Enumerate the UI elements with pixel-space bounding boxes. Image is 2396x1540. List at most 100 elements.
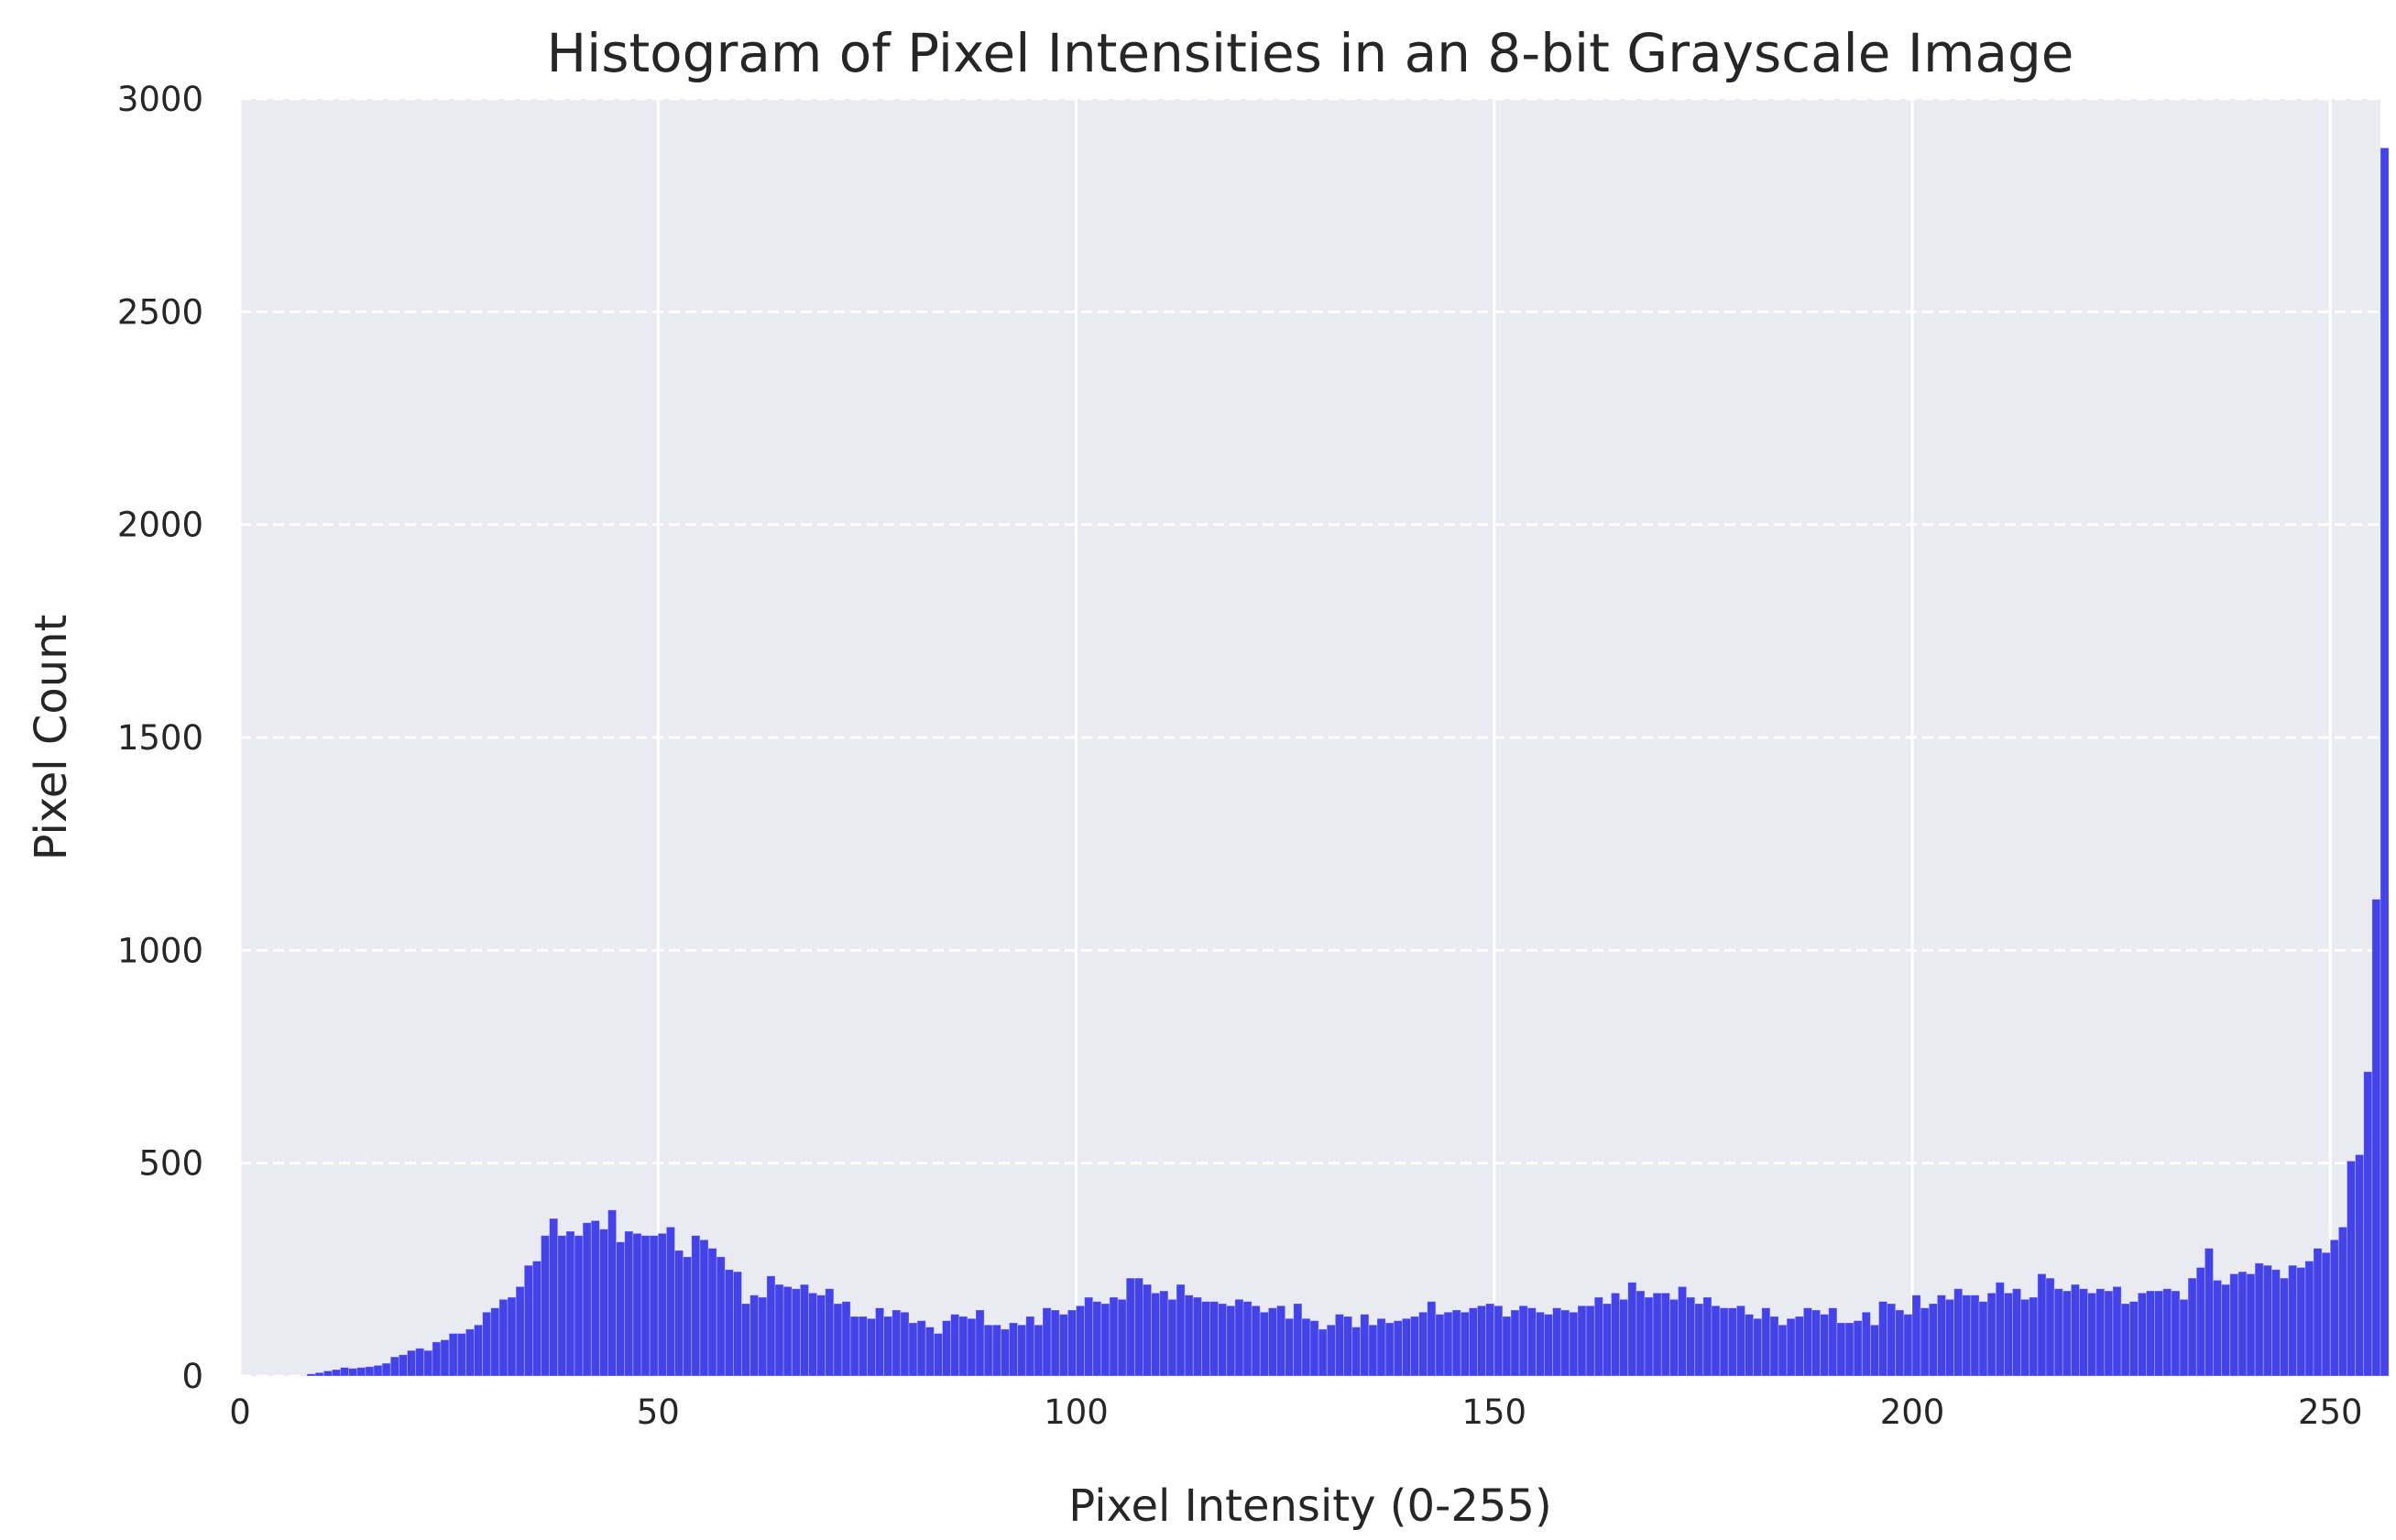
histogram-bar (1493, 1305, 1504, 1377)
histogram-bar (2053, 1288, 2063, 1377)
histogram-bar (699, 1239, 709, 1377)
histogram-bar (724, 1269, 734, 1377)
histogram-bar (1226, 1305, 1236, 1377)
histogram-bar (741, 1303, 751, 1377)
histogram-bar (598, 1229, 608, 1377)
histogram-bar (1636, 1290, 1646, 1377)
histogram-bar (1276, 1305, 1286, 1377)
histogram-bar (2371, 899, 2381, 1377)
histogram-bar (1451, 1309, 1461, 1377)
histogram-bar (1267, 1307, 1277, 1377)
x-tick-label: 0 (229, 1393, 251, 1432)
histogram-bar (1844, 1322, 1854, 1377)
histogram-bar (1611, 1292, 1621, 1377)
histogram-bar (1460, 1311, 1470, 1377)
histogram-bar (1526, 1307, 1537, 1377)
histogram-bar (1995, 1282, 2005, 1377)
histogram-bar (1518, 1305, 1528, 1377)
histogram-bar (507, 1296, 517, 1377)
histogram-bar (389, 1356, 399, 1377)
histogram-bar (1309, 1320, 1319, 1377)
y-tick-label: 1000 (117, 931, 203, 970)
histogram-bar (766, 1275, 776, 1377)
histogram-bar (2062, 1290, 2072, 1377)
histogram-bar (2037, 1273, 2047, 1377)
histogram-bar (849, 1316, 859, 1377)
histogram-bar (2304, 1261, 2314, 1377)
histogram-bar (2337, 1226, 2347, 1377)
histogram-bar (1820, 1314, 1830, 1377)
histogram-bar (2045, 1277, 2055, 1377)
histogram-bar (1017, 1324, 1027, 1377)
histogram-bar (1109, 1296, 1119, 1377)
histogram-bar (1192, 1296, 1202, 1377)
histogram-bar (1251, 1305, 1261, 1377)
histogram-bar (557, 1235, 567, 1377)
histogram-bar (2246, 1273, 2256, 1377)
histogram-bar (2020, 1298, 2030, 1377)
histogram-bar (574, 1235, 584, 1377)
histogram-bar (900, 1311, 910, 1377)
histogram-bar (1986, 1292, 1997, 1377)
histogram-bar (640, 1235, 651, 1377)
histogram-bar (1443, 1311, 1453, 1377)
histogram-bar (549, 1218, 559, 1377)
histogram-bars (306, 147, 2390, 1377)
grid-lines (238, 97, 2380, 1378)
histogram-bar (1510, 1309, 1520, 1377)
histogram-bar (541, 1235, 551, 1377)
histogram-bar (1535, 1311, 1545, 1377)
histogram-bar (1009, 1322, 1019, 1377)
histogram-bar (2321, 1251, 2331, 1377)
histogram-bar (2003, 1292, 2013, 1377)
histogram-bar (314, 1371, 324, 1377)
histogram-bar (774, 1283, 784, 1377)
histogram-bar (1593, 1296, 1603, 1377)
histogram-bar (665, 1226, 675, 1377)
histogram-bar (1485, 1303, 1495, 1377)
histogram-bar (2355, 1153, 2365, 1377)
histogram-bar (1234, 1298, 1244, 1377)
histogram-bar (674, 1250, 684, 1377)
histogram-bar (983, 1324, 993, 1377)
histogram-bar (808, 1292, 818, 1377)
histogram-bar (1042, 1307, 1052, 1377)
x-tick-label: 100 (1044, 1393, 1109, 1432)
histogram-bar (1802, 1307, 1812, 1377)
histogram-bar (1200, 1301, 1210, 1377)
histogram-bar (2380, 147, 2390, 1377)
histogram-bar (883, 1316, 893, 1377)
histogram-bar (423, 1349, 433, 1377)
chart-title: Histogram of Pixel Intensities in an 8-b… (547, 22, 2074, 84)
histogram-bar (515, 1286, 525, 1377)
histogram-bar (2128, 1301, 2139, 1377)
histogram-bar (1058, 1314, 1068, 1377)
histogram-bar (892, 1309, 902, 1377)
histogram-bar (1368, 1324, 1378, 1377)
histogram-bar (2270, 1269, 2281, 1377)
histogram-bar (1544, 1314, 1554, 1377)
histogram-bar (1050, 1309, 1060, 1377)
histogram-bar (1125, 1277, 1135, 1377)
histogram-bar (1184, 1294, 1194, 1377)
histogram-bar (1585, 1305, 1595, 1377)
histogram-bar (1686, 1296, 1696, 1377)
histogram-bar (1143, 1283, 1153, 1377)
histogram-bar (1133, 1277, 1143, 1377)
histogram-bar (1928, 1303, 1938, 1377)
histogram-bar (833, 1303, 843, 1377)
histogram-bar (1786, 1317, 1796, 1377)
histogram-bar (1828, 1307, 1838, 1377)
histogram-bar (331, 1369, 341, 1377)
histogram-bar (657, 1232, 667, 1377)
histogram-bar (2280, 1277, 2290, 1377)
histogram-bar (474, 1324, 484, 1377)
histogram-bar (1000, 1328, 1010, 1377)
histogram-bar (1627, 1282, 1637, 1377)
histogram-bar (498, 1298, 509, 1377)
histogram-bar (1660, 1292, 1670, 1377)
histogram-bar (1678, 1286, 1688, 1377)
histogram-bar (2104, 1290, 2114, 1377)
histogram-bar (816, 1294, 826, 1377)
